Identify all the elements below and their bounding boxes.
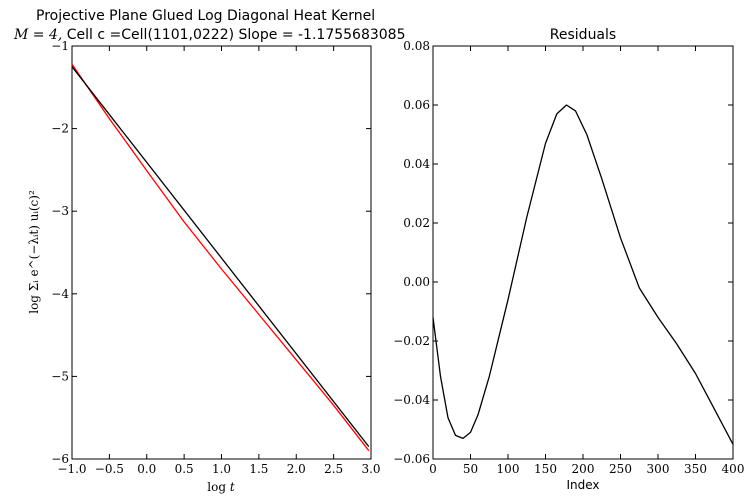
- left-title-math: M = 4,: [13, 27, 62, 43]
- x-tick-label: 1.0: [212, 462, 231, 476]
- x-tick-label: 0.0: [137, 462, 156, 476]
- right-series-group: [432, 104, 734, 445]
- left-title-line1: Projective Plane Glued Log Diagonal Heat…: [36, 8, 375, 24]
- right-title: Residuals: [550, 27, 616, 43]
- x-tick-label: 1.5: [249, 462, 268, 476]
- right-plot-area: 0 50 100 150 200 250 300 350 400 −0.06 −0.04 −0.02…: [393, 39, 744, 476]
- x-tick-label: 3.0: [361, 462, 380, 476]
- x-tick-label: 300: [647, 462, 670, 476]
- right-y-ticks: −0.06 −0.04 −0.02 0.00 0.02 0.04 0.06 0.08: [393, 39, 733, 466]
- y-tick-label: −3: [51, 204, 69, 218]
- y-tick-label: 0.08: [403, 39, 430, 53]
- y-tick-label: −5: [51, 369, 69, 383]
- x-tick-label: 2.0: [287, 462, 306, 476]
- x-tick-label: 100: [497, 462, 520, 476]
- series-line-0: [432, 104, 734, 445]
- y-tick-label: −4: [51, 287, 69, 301]
- y-tick-label: −0.02: [393, 334, 430, 348]
- left-x-axis-label: log t: [207, 480, 235, 494]
- left-plot-area: −1.0 −0.5 0.0 0.5 1.0 1.5 2.0 2.5 3.0 −6 −5 −4 −3 −2…: [51, 39, 380, 476]
- y-tick-label: 0.06: [403, 98, 430, 112]
- series-line-0: [71, 63, 370, 452]
- x-tick-label: 400: [722, 462, 745, 476]
- left-title-line2: M = 4, Cell c =Cell(1101,0222) Slope = -…: [13, 27, 405, 43]
- y-tick-label: −2: [51, 122, 69, 136]
- left-y-axis-label: log Σᵢ e^(−λᵢt) uᵢ(c)²: [27, 190, 41, 314]
- x-tick-label: 350: [684, 462, 707, 476]
- x-tick-label: 2.5: [324, 462, 343, 476]
- y-tick-label: −6: [51, 452, 69, 466]
- left-series-group: [71, 63, 370, 452]
- y-tick-label: −0.06: [393, 452, 430, 466]
- y-tick-label: 0.00: [403, 275, 430, 289]
- x-tick-label: 150: [534, 462, 557, 476]
- right-x-ticks: 0 50 100 150 200 250 300 350 400: [429, 46, 744, 476]
- x-tick-label: 250: [609, 462, 632, 476]
- y-tick-label: −1: [51, 39, 69, 53]
- x-tick-label: 0.5: [175, 462, 194, 476]
- right-x-axis-label: Index: [566, 478, 599, 492]
- x-tick-label: 200: [572, 462, 595, 476]
- right-plot-frame: [432, 45, 734, 460]
- y-tick-label: −0.04: [393, 393, 430, 407]
- x-tick-label: 50: [463, 462, 478, 476]
- left-x-ticks: −1.0 −0.5 0.0 0.5 1.0 1.5 2.0 2.5 3.0: [57, 46, 381, 476]
- series-line-1: [71, 66, 370, 448]
- y-tick-label: 0.02: [403, 216, 430, 230]
- left-y-ticks: −6 −5 −4 −3 −2 −1: [51, 39, 371, 466]
- x-tick-label: 0: [429, 462, 437, 476]
- x-tick-label: −0.5: [95, 462, 124, 476]
- x-tick-label: −1.0: [57, 462, 86, 476]
- y-tick-label: 0.04: [403, 157, 430, 171]
- left-title-rest: Cell c =Cell(1101,0222) Slope = -1.17556…: [62, 27, 405, 43]
